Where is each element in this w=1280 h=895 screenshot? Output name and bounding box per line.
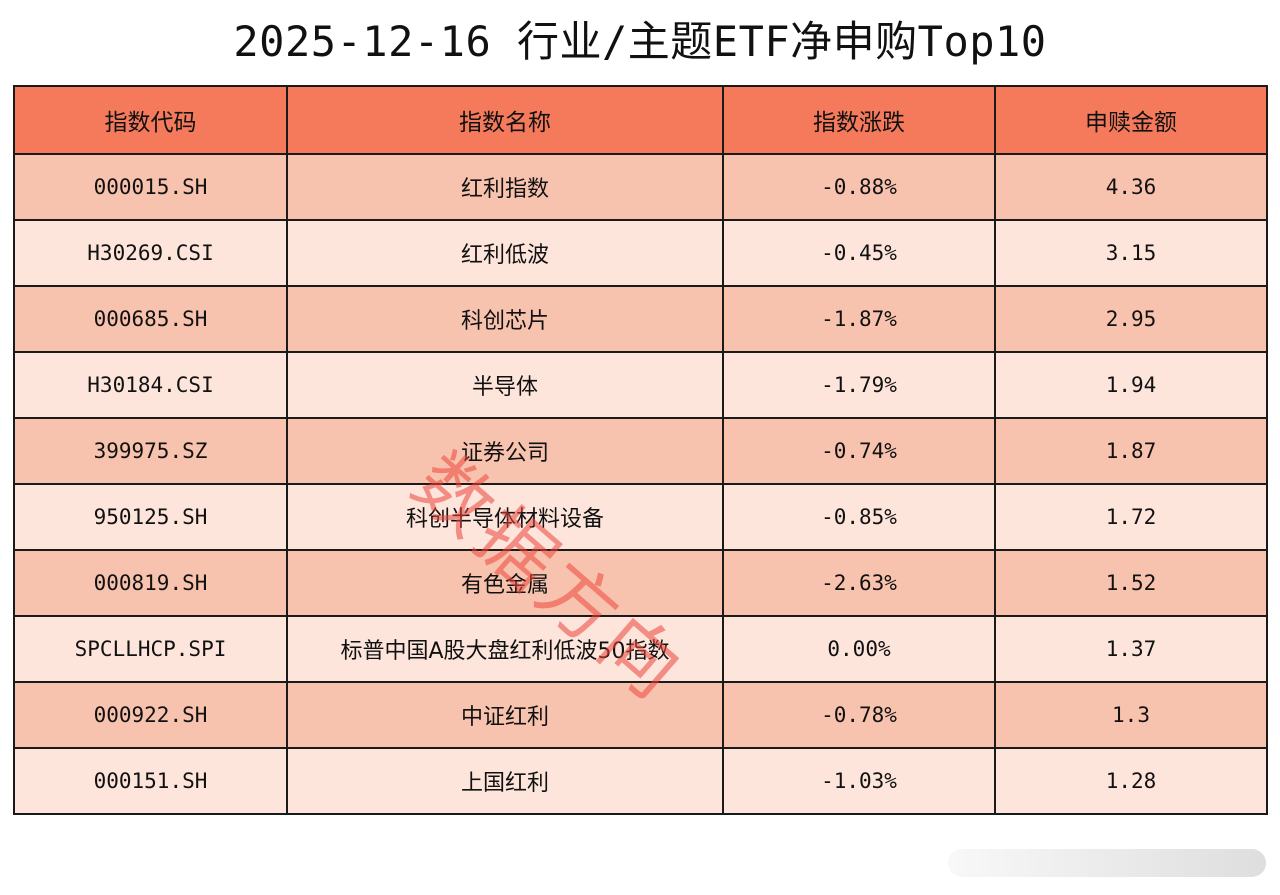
cell-index-change: -0.88%	[722, 153, 996, 221]
blurred-footer-mark	[948, 849, 1266, 877]
cell-index-code: H30184.CSI	[13, 351, 288, 419]
table-row: 399975.SZ 证券公司 -0.74% 1.87	[13, 417, 1268, 485]
cell-index-change: -1.79%	[722, 351, 996, 419]
table-row: 000685.SH 科创芯片 -1.87% 2.95	[13, 285, 1268, 353]
table-row: 000922.SH 中证红利 -0.78% 1.3	[13, 681, 1268, 749]
cell-index-code: 399975.SZ	[13, 417, 288, 485]
table-row: 000151.SH 上国红利 -1.03% 1.28	[13, 747, 1268, 815]
header-flow-amount: 申赎金额	[994, 85, 1268, 155]
cell-index-change: -1.03%	[722, 747, 996, 815]
cell-index-name: 证券公司	[286, 417, 724, 485]
cell-index-code: 950125.SH	[13, 483, 288, 551]
table-row: 000015.SH 红利指数 -0.88% 4.36	[13, 153, 1268, 221]
cell-index-code: 000015.SH	[13, 153, 288, 221]
table-row: SPCLLHCP.SPI 标普中国A股大盘红利低波50指数 0.00% 1.37	[13, 615, 1268, 683]
cell-flow-amount: 1.52	[994, 549, 1268, 617]
cell-index-code: H30269.CSI	[13, 219, 288, 287]
table-row: H30184.CSI 半导体 -1.79% 1.94	[13, 351, 1268, 419]
cell-flow-amount: 2.95	[994, 285, 1268, 353]
cell-index-name: 红利指数	[286, 153, 724, 221]
table-row: 000819.SH 有色金属 -2.63% 1.52	[13, 549, 1268, 617]
header-index-name: 指数名称	[286, 85, 724, 155]
header-index-change: 指数涨跌	[722, 85, 996, 155]
cell-flow-amount: 1.3	[994, 681, 1268, 749]
cell-index-change: 0.00%	[722, 615, 996, 683]
cell-flow-amount: 1.37	[994, 615, 1268, 683]
cell-index-change: -0.85%	[722, 483, 996, 551]
cell-index-name: 上国红利	[286, 747, 724, 815]
cell-index-code: 000151.SH	[13, 747, 288, 815]
cell-index-name: 科创芯片	[286, 285, 724, 353]
cell-index-code: 000685.SH	[13, 285, 288, 353]
cell-index-change: -2.63%	[722, 549, 996, 617]
cell-flow-amount: 4.36	[994, 153, 1268, 221]
cell-flow-amount: 3.15	[994, 219, 1268, 287]
table-row: H30269.CSI 红利低波 -0.45% 3.15	[13, 219, 1268, 287]
table-header-row: 指数代码 指数名称 指数涨跌 申赎金额	[13, 85, 1268, 155]
header-index-code: 指数代码	[13, 85, 288, 155]
cell-index-code: 000819.SH	[13, 549, 288, 617]
cell-index-name: 半导体	[286, 351, 724, 419]
cell-flow-amount: 1.28	[994, 747, 1268, 815]
cell-index-change: -0.45%	[722, 219, 996, 287]
cell-index-name: 标普中国A股大盘红利低波50指数	[286, 615, 724, 683]
cell-flow-amount: 1.72	[994, 483, 1268, 551]
cell-index-name: 科创半导体材料设备	[286, 483, 724, 551]
etf-table: 指数代码 指数名称 指数涨跌 申赎金额 000015.SH 红利指数 -0.88…	[13, 85, 1268, 815]
page-title: 2025-12-16 行业/主题ETF净申购Top10	[233, 17, 1047, 66]
cell-index-change: -0.74%	[722, 417, 996, 485]
cell-index-change: -0.78%	[722, 681, 996, 749]
table-row: 950125.SH 科创半导体材料设备 -0.85% 1.72	[13, 483, 1268, 551]
cell-flow-amount: 1.94	[994, 351, 1268, 419]
cell-index-code: 000922.SH	[13, 681, 288, 749]
cell-index-code: SPCLLHCP.SPI	[13, 615, 288, 683]
cell-index-name: 有色金属	[286, 549, 724, 617]
cell-index-name: 中证红利	[286, 681, 724, 749]
cell-flow-amount: 1.87	[994, 417, 1268, 485]
cell-index-change: -1.87%	[722, 285, 996, 353]
cell-index-name: 红利低波	[286, 219, 724, 287]
